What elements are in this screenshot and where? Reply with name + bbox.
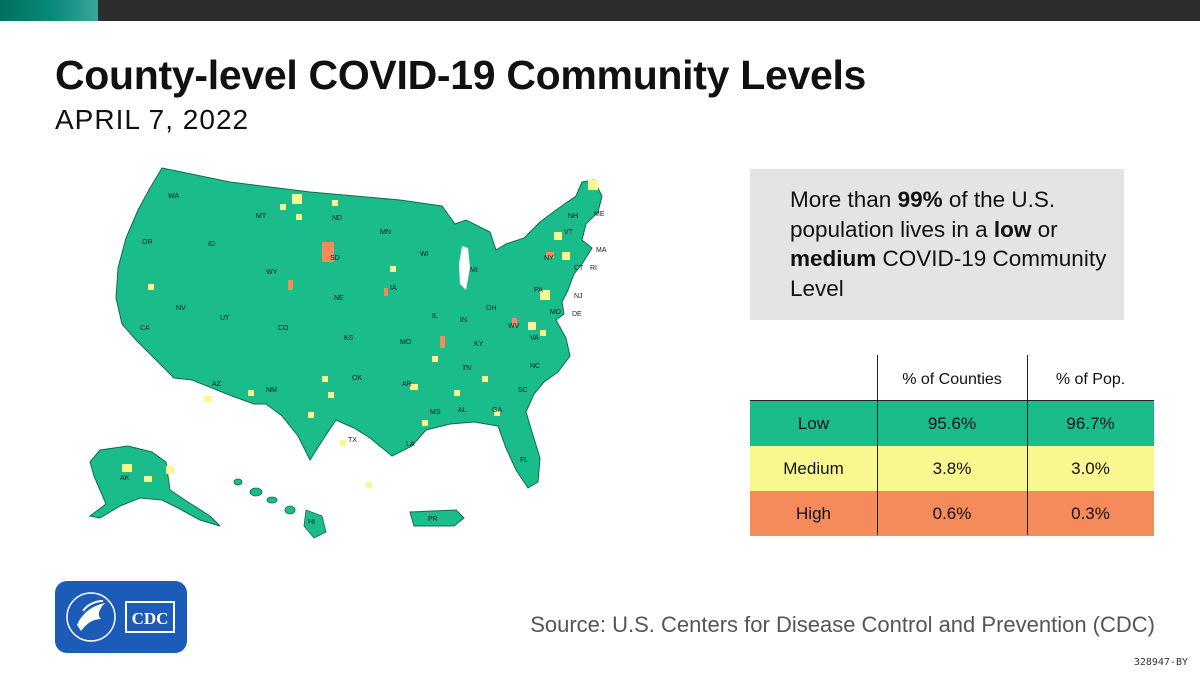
state-label: VT [564, 229, 574, 236]
state-label: TX [348, 437, 357, 444]
state-label: MI [470, 267, 478, 274]
level-label: Medium [783, 459, 844, 478]
level-label: Low [797, 414, 830, 433]
summary-suffix: COVID-19 Community Level [790, 246, 1107, 301]
column-header-population: % of Pop. [1055, 371, 1126, 388]
state-label: PR [428, 516, 438, 523]
state-label: NC [530, 363, 540, 370]
community-levels-table: % of Counties % of Pop. Low 95.6% 96.7% … [750, 355, 1154, 536]
table-row-low: Low 95.6% 96.7% [750, 401, 1154, 446]
state-label: OR [142, 239, 153, 246]
state-label: SD [330, 255, 340, 262]
document-code: 328947-BY [1133, 657, 1188, 668]
cdc-logo: CDC [55, 581, 187, 653]
state-label: HI [308, 519, 315, 526]
state-label: WY [266, 269, 278, 276]
summary-medium: medium [790, 246, 877, 271]
state-label: WI [420, 251, 429, 258]
summary-prefix: More than [790, 187, 898, 212]
state-label: ID [208, 241, 215, 248]
state-label: NH [568, 213, 578, 220]
state-label: IL [432, 313, 438, 320]
hawaii-islands [233, 478, 327, 539]
state-label: MN [380, 229, 391, 236]
state-label: WA [168, 193, 179, 200]
state-label: VA [530, 335, 539, 342]
state-label: UT [220, 315, 230, 322]
state-label: MS [430, 409, 441, 416]
state-label: NM [266, 387, 277, 394]
state-label: CT [574, 265, 584, 272]
state-label: AL [458, 407, 467, 414]
table-divider [1027, 355, 1028, 535]
state-label: MA [596, 247, 607, 254]
population-value: 96.7% [1066, 414, 1115, 433]
state-label: DE [572, 311, 582, 318]
state-label: ME [594, 211, 605, 218]
state-label: NJ [574, 293, 583, 300]
state-label: MD [550, 309, 561, 316]
state-label: IA [390, 285, 397, 292]
table-divider [877, 355, 878, 535]
state-label: GA [492, 407, 502, 414]
lake-michigan-shape [459, 246, 470, 290]
us-mainland-shape [115, 167, 603, 489]
table-row-high: High 0.6% 0.3% [750, 491, 1154, 536]
column-header-counties: % of Counties [902, 371, 1002, 388]
state-label: SC [518, 387, 528, 394]
state-label: NY [544, 255, 554, 262]
level-label: High [796, 504, 831, 523]
page-title: County-level COVID-19 Community Levels [55, 52, 867, 98]
state-label: RI [590, 265, 597, 272]
cdc-logo-text: CDC [132, 609, 169, 628]
state-labels: WA OR CA ID NV MT WY UT AZ CO NM ND SD N… [120, 193, 607, 526]
state-label: NV [176, 305, 186, 312]
state-label: AZ [212, 381, 222, 388]
state-label: WV [508, 323, 520, 330]
summary-callout: More than 99% of the U.S. population liv… [750, 169, 1124, 320]
alaska-shape [88, 445, 221, 527]
medium-counties [122, 180, 598, 488]
state-label: AK [120, 475, 130, 482]
state-label: LA [406, 441, 415, 448]
page-date: APRIL 7, 2022 [55, 104, 250, 135]
table-header-rule [750, 400, 1154, 401]
top-bar [0, 0, 1200, 21]
state-label: CA [140, 325, 150, 332]
summary-or: or [1031, 216, 1058, 242]
summary-middle: of the U.S. population lives in a [790, 187, 1056, 242]
counties-value: 3.8% [932, 459, 972, 478]
state-label: OK [352, 375, 362, 382]
state-label: IN [460, 317, 467, 324]
population-value: 0.3% [1071, 504, 1110, 523]
state-label: TN [462, 365, 471, 372]
counties-value: 0.6% [932, 504, 972, 523]
state-label: MO [400, 339, 412, 346]
state-label: PA [534, 287, 543, 294]
source-credit: Source: U.S. Centers for Disease Control… [530, 612, 1155, 637]
state-label: ND [332, 215, 342, 222]
state-label: KY [474, 341, 484, 348]
top-bar-accent [0, 0, 98, 21]
counties-value: 95.6% [927, 414, 977, 433]
summary-low: low [993, 216, 1032, 242]
state-label: OH [486, 305, 497, 312]
state-label: MT [256, 213, 267, 220]
hhs-eagle-icon: CDC [66, 592, 175, 642]
state-label: KS [344, 335, 354, 342]
summary-percent: 99% [897, 187, 943, 212]
high-counties [288, 242, 554, 348]
state-label: FL [520, 457, 528, 464]
state-label: AR [402, 381, 412, 388]
state-label: CO [278, 325, 289, 332]
us-county-map: WA OR CA ID NV MT WY UT AZ CO NM ND SD N… [88, 167, 607, 539]
state-label: NE [334, 295, 344, 302]
puerto-rico-shape [409, 509, 465, 527]
population-value: 3.0% [1071, 459, 1110, 478]
table-row-medium: Medium 3.8% 3.0% [750, 446, 1154, 491]
summary-text: More than 99% of the U.S. population liv… [790, 185, 1110, 303]
